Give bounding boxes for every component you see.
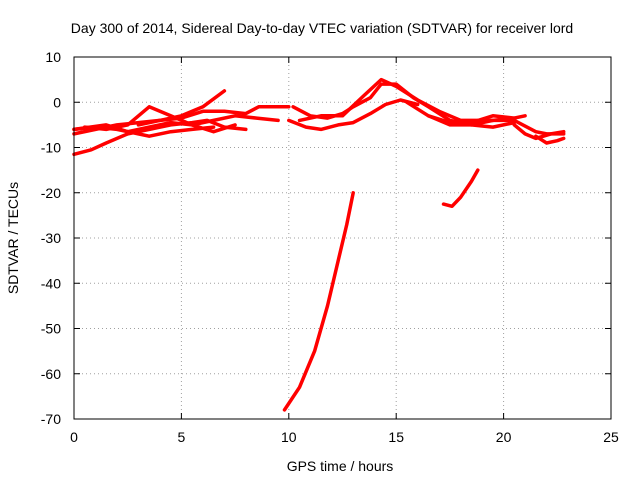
series-track-6: [136, 105, 291, 127]
y-tick-label: -70: [41, 411, 61, 427]
y-axis-label: SDTVAR / TECUs: [5, 182, 21, 294]
x-tick-label: 25: [603, 429, 619, 445]
x-axis-label: GPS time / hours: [287, 458, 394, 474]
series-track-8: [287, 98, 420, 132]
series-track-7: [282, 191, 355, 412]
x-tick-label: 5: [178, 429, 186, 445]
x-tick-label: 15: [388, 429, 404, 445]
series-track-14: [534, 134, 566, 145]
y-tick-label: -30: [41, 230, 61, 246]
axis-ticks: [73, 56, 612, 420]
series-track-4: [82, 105, 237, 134]
y-tick-label: 0: [53, 94, 61, 110]
series-track-10: [297, 77, 517, 123]
x-tick-labels: 0 5 10 15 20 25: [70, 429, 619, 445]
data-series: [72, 77, 566, 412]
y-tick-label: -50: [41, 321, 61, 337]
chart-title: Day 300 of 2014, Sidereal Day-to-day VTE…: [71, 20, 573, 36]
y-tick-label: -10: [41, 140, 61, 156]
series-track-5: [72, 114, 280, 134]
series-track-13: [512, 123, 566, 141]
y-tick-label: -40: [41, 275, 61, 291]
series-track-15: [441, 168, 480, 209]
y-tick-label: 10: [45, 49, 61, 65]
series-track-1: [72, 118, 248, 157]
y-tick-labels: 10 0 -10 -20 -30 -40 -50 -60 -70: [41, 49, 61, 427]
x-tick-label: 0: [70, 429, 78, 445]
y-tick-label: -60: [41, 366, 61, 382]
y-tick-label: -20: [41, 185, 61, 201]
x-tick-label: 10: [281, 429, 297, 445]
series-track-12: [426, 114, 566, 136]
x-tick-label: 20: [496, 429, 512, 445]
